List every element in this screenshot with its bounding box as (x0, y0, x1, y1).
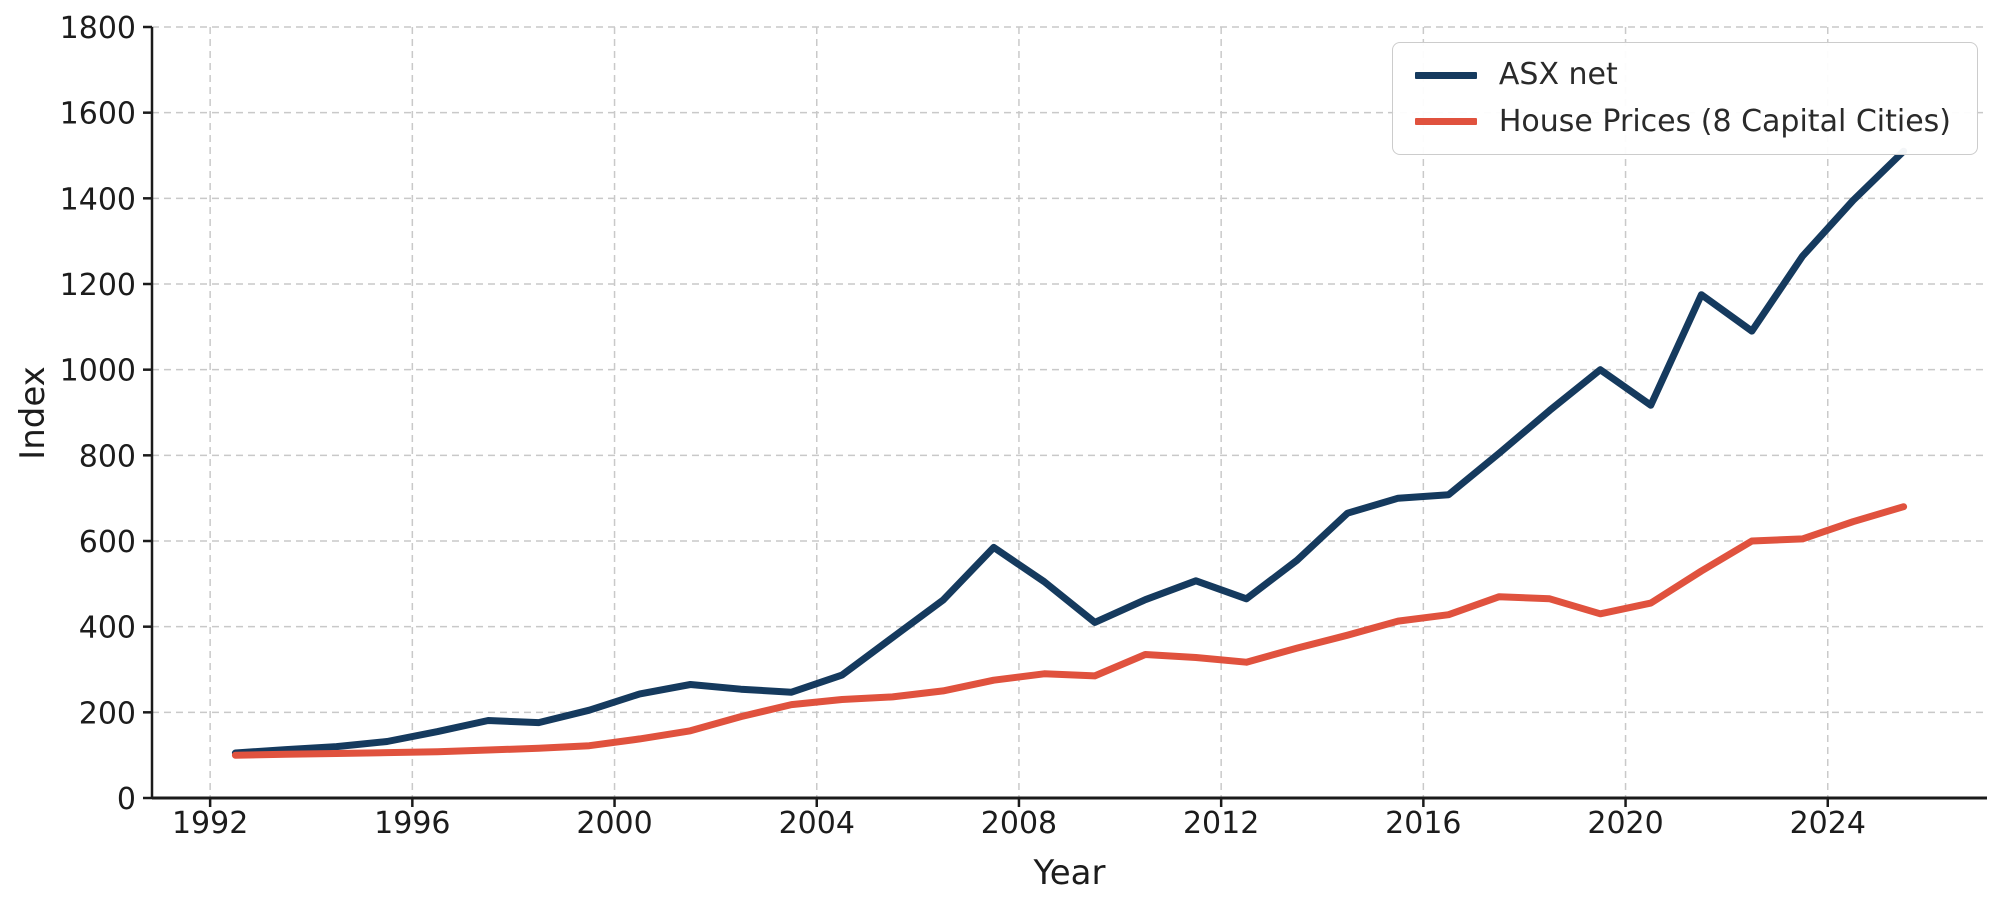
x-tick-label-2000: 2000 (576, 806, 652, 841)
data-series (231, 147, 1908, 759)
x-tick-label-1996: 1996 (374, 806, 450, 841)
y-tick-label-0: 0 (117, 782, 136, 817)
grid-lines (152, 26, 1987, 799)
x-tick-label-2016: 2016 (1385, 806, 1461, 841)
y-axis-label: Index (13, 365, 53, 460)
y-tick-label-400: 400 (79, 611, 136, 646)
y-tick-label-1800: 1800 (60, 11, 136, 46)
y-tick-label-600: 600 (79, 525, 136, 560)
y-tick-label-200: 200 (79, 696, 136, 731)
x-tick-label-2024: 2024 (1790, 806, 1866, 841)
x-axis-label: Year (1033, 853, 1106, 893)
y-tick-label-1600: 1600 (60, 97, 136, 132)
legend: ASX net House Prices (8 Capital Cities) (1391, 42, 1978, 155)
tick-marks (143, 25, 1830, 807)
x-tick-label-1992: 1992 (172, 806, 248, 841)
x-tick-label-2004: 2004 (779, 806, 855, 841)
axes-spines (150, 27, 1987, 800)
x-tick-label-2012: 2012 (1183, 806, 1259, 841)
legend-entry-house-prices: House Prices (8 Capital Cities) (1414, 103, 1951, 140)
tick-labels: 1992 1996 2000 2004 2008 2012 2016 2020 2024 0 200… (60, 11, 1866, 841)
asx-net-line (231, 147, 1908, 757)
asx-net-line-swatch (1414, 71, 1477, 79)
legend-entry-asx-net: ASX net (1414, 57, 1951, 93)
y-tick-label-800: 800 (79, 439, 136, 474)
x-tick-label-2008: 2008 (981, 806, 1057, 841)
house-prices-8-capital-cities-line (231, 503, 1908, 759)
legend-label-asx-net: ASX net (1498, 57, 1618, 92)
y-tick-label-1400: 1400 (60, 182, 136, 217)
house-prices-line-swatch (1414, 118, 1477, 126)
y-tick-label-1000: 1000 (60, 354, 136, 389)
y-tick-label-1200: 1200 (60, 268, 136, 303)
legend-label-house-prices: House Prices (8 Capital Cities) (1498, 103, 1951, 139)
x-tick-label-2020: 2020 (1587, 806, 1663, 841)
